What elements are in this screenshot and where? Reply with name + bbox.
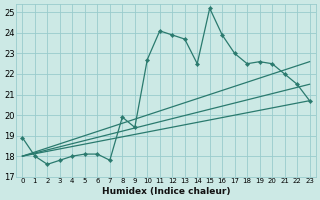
X-axis label: Humidex (Indice chaleur): Humidex (Indice chaleur): [102, 187, 230, 196]
